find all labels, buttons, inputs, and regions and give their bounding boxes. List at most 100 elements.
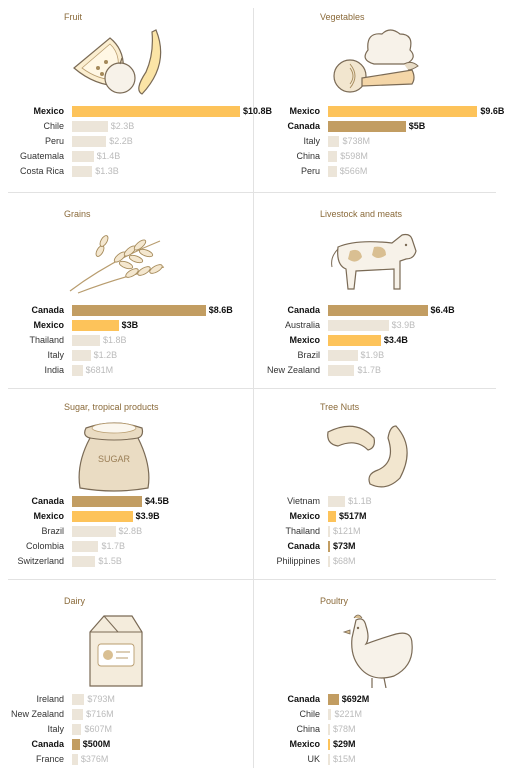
fruit-icon — [73, 29, 162, 95]
country-label: Canada — [31, 305, 64, 315]
bar-row: Guatemala $1.4B — [0, 150, 250, 163]
bar — [72, 694, 85, 705]
country-label: Costa Rica — [19, 166, 64, 176]
milk-carton-icon — [89, 615, 143, 687]
country-label: Mexico — [33, 320, 64, 330]
chart-title: Grains — [64, 209, 91, 219]
value-label: $1.7B — [101, 541, 125, 551]
bar-row: China $78M — [256, 723, 506, 736]
value-label: $3.9B — [391, 320, 416, 330]
country-label: Thailand — [29, 335, 64, 345]
chart-panel: Fruit Mexico $10.8B Chile $2.3B Peru $2.2B Gua… — [0, 0, 272, 190]
bar — [72, 151, 94, 162]
bar-row: Italy $607M — [0, 723, 250, 736]
bar-row: Chile $221M — [256, 708, 506, 721]
bar-row: Philippines $68M — [256, 555, 506, 568]
value-label: $9.6B — [480, 106, 505, 116]
bar-row: Thailand $121M — [256, 525, 506, 538]
bar — [72, 724, 82, 735]
chart-panel: Tree Nuts Vietnam $1.1B Mexico $517M Thailan… — [256, 390, 506, 580]
bar — [328, 694, 339, 705]
bar-row: Switzerland $1.5B — [0, 555, 250, 568]
chart-title: Fruit — [64, 12, 82, 22]
country-label: Italy — [47, 350, 64, 360]
country-label: Chile — [299, 709, 320, 719]
chart-title: Sugar, tropical products — [64, 402, 159, 412]
country-label: Vietnam — [287, 496, 320, 506]
bar-row: Australia $3.9B — [256, 319, 506, 332]
chart-title: Vegetables — [320, 12, 365, 22]
value-label: $6.4B — [430, 305, 455, 315]
value-label: $3B — [121, 320, 139, 330]
horizontal-divider — [8, 388, 496, 389]
value-label: $1.8B — [103, 335, 127, 345]
vegetables-icon — [333, 29, 419, 93]
bar-row: China $598M — [256, 150, 506, 163]
bar — [72, 556, 96, 567]
bar-row: Brazil $2.8B — [0, 525, 250, 538]
chart-panel: Vegetables Mexico $9.6B Canada $5B Italy $738… — [256, 0, 506, 190]
bar — [328, 496, 346, 507]
bar-row: Mexico $29M — [256, 738, 506, 751]
country-label: Canada — [287, 121, 320, 131]
value-label: $2.3B — [110, 121, 135, 131]
country-label: Mexico — [289, 511, 320, 521]
bar-row: Mexico $10.8B — [0, 105, 272, 118]
wheat-icon — [69, 235, 165, 294]
value-label: $73M — [333, 541, 356, 551]
bar — [328, 305, 428, 316]
value-label: $1.2B — [93, 350, 118, 360]
country-label: India — [44, 365, 64, 375]
bar — [72, 541, 99, 552]
chicken-icon — [342, 614, 413, 688]
bar — [328, 365, 355, 376]
value-label: $607M — [84, 724, 112, 734]
sugar-sack-icon: SUGAR — [78, 422, 150, 492]
bar — [72, 121, 108, 132]
bar — [328, 724, 330, 735]
country-label: Canada — [287, 305, 320, 315]
bar-row: Mexico $3B — [0, 319, 250, 332]
value-label: $692M — [341, 694, 370, 704]
bar-row: New Zealand $1.7B — [256, 364, 506, 377]
bar-row: France $376M — [0, 753, 250, 766]
country-label: Chile — [43, 121, 64, 131]
bar — [328, 151, 338, 162]
bar-row: Costa Rica $1.3B — [0, 165, 250, 178]
country-label: Ireland — [36, 694, 64, 704]
country-label: Mexico — [289, 739, 320, 749]
country-label: Italy — [47, 724, 64, 734]
value-label: $29M — [333, 739, 356, 749]
country-label: UK — [307, 754, 320, 764]
country-label: Mexico — [33, 106, 64, 116]
bar-row: Italy $738M — [256, 135, 506, 148]
bar — [328, 541, 330, 552]
country-label: Philippines — [276, 556, 320, 566]
chart-panel: Livestock and meats Canada $6.4B Australia… — [256, 197, 506, 387]
bar — [328, 511, 337, 522]
country-label: Italy — [303, 136, 320, 146]
bar-row: Canada $692M — [256, 693, 506, 706]
bar — [328, 350, 358, 361]
bar — [72, 739, 80, 750]
value-label: $5B — [408, 121, 426, 131]
value-label: $598M — [340, 151, 368, 161]
country-label: Thailand — [285, 526, 320, 536]
bar-row: Canada $73M — [256, 540, 506, 553]
country-label: China — [296, 151, 320, 161]
value-label: $681M — [85, 365, 114, 375]
value-label: $566M — [339, 166, 368, 176]
bar — [328, 526, 330, 537]
value-label: $121M — [333, 526, 361, 536]
chart-panel: Sugar, tropical products SUGAR Canada $4.5… — [0, 390, 250, 580]
horizontal-divider — [8, 579, 496, 580]
bar-row: Canada $4.5B — [0, 495, 250, 508]
country-label: Peru — [300, 166, 320, 176]
country-label: Peru — [44, 136, 64, 146]
bar-row: Peru $2.2B — [0, 135, 250, 148]
bar — [72, 365, 83, 376]
chart-panel: Dairy Ireland $793M New Zealand $716M Italy $… — [0, 584, 250, 774]
bar — [328, 166, 337, 177]
bar — [72, 166, 93, 177]
